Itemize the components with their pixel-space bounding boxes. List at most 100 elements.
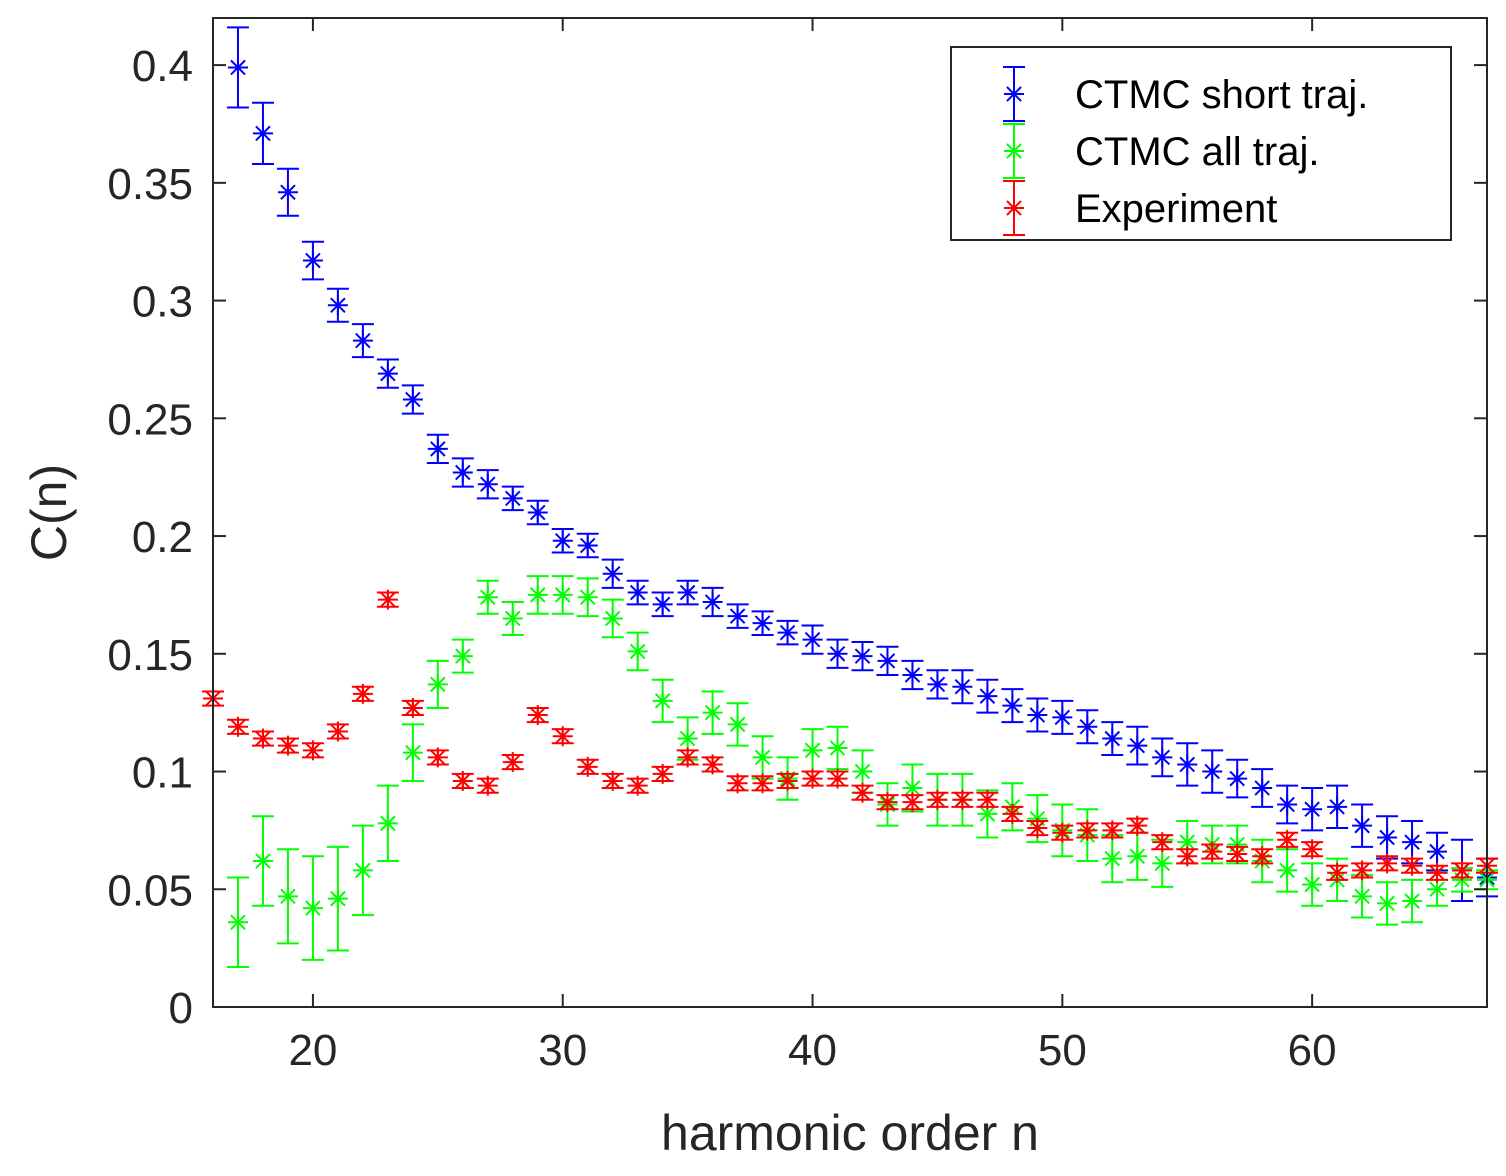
- data-point: [227, 912, 248, 933]
- data-point: [1452, 860, 1473, 881]
- data-point: [677, 728, 698, 749]
- data-point: [627, 641, 648, 662]
- data-point: [652, 594, 673, 615]
- data-point: [877, 792, 898, 813]
- data-point: [1302, 839, 1323, 860]
- data-point: [402, 742, 423, 763]
- y-axis-label: C(n): [21, 464, 77, 561]
- series-3: [202, 589, 1498, 883]
- data-point: [1152, 832, 1173, 853]
- data-point: [1252, 846, 1273, 867]
- data-point: [902, 792, 923, 813]
- data-point: [927, 789, 948, 810]
- y-tick-label: 0.2: [132, 513, 193, 562]
- data-point: [477, 474, 498, 495]
- data-point: [1177, 846, 1198, 867]
- data-point: [477, 587, 498, 608]
- data-point: [827, 643, 848, 664]
- data-point: [452, 646, 473, 667]
- data-point: [277, 182, 298, 203]
- data-point: [1002, 695, 1023, 716]
- legend-marker: [1004, 198, 1024, 218]
- x-tick-label: 20: [288, 1026, 337, 1075]
- data-point: [552, 530, 573, 551]
- data-point: [327, 721, 348, 742]
- x-tick-label: 60: [1288, 1026, 1337, 1075]
- data-point: [902, 664, 923, 685]
- data-point: [1352, 886, 1373, 907]
- legend-box: [950, 46, 1452, 241]
- data-point: [652, 763, 673, 784]
- data-point: [802, 629, 823, 650]
- data-point: [377, 589, 398, 610]
- x-tick-label: 30: [538, 1026, 587, 1075]
- data-point: [1002, 803, 1023, 824]
- data-point: [827, 737, 848, 758]
- data-point: [1277, 829, 1298, 850]
- data-point: [1427, 862, 1448, 883]
- data-point: [377, 363, 398, 384]
- data-point: [477, 775, 498, 796]
- data-point: [802, 740, 823, 761]
- data-point: [702, 702, 723, 723]
- data-point: [1077, 820, 1098, 841]
- y-tick-label: 0.1: [132, 749, 193, 798]
- data-point: [1352, 860, 1373, 881]
- data-point: [1177, 754, 1198, 775]
- data-point: [827, 768, 848, 789]
- data-point: [602, 608, 623, 629]
- data-point: [302, 898, 323, 919]
- data-point: [502, 488, 523, 509]
- data-point: [1202, 841, 1223, 862]
- legend-label: CTMC all traj.: [1075, 130, 1319, 174]
- x-axis-label: harmonic order n: [661, 1105, 1039, 1161]
- data-point: [427, 747, 448, 768]
- data-point: [402, 697, 423, 718]
- data-point: [227, 716, 248, 737]
- tick-layer: 20 30 40 50 60 0 0.05 0.1 0.15 0.2 0.25 0.3 0.35 0.4: [107, 18, 1487, 1075]
- data-point: [1077, 716, 1098, 737]
- data-point: [577, 535, 598, 556]
- data-point: [877, 650, 898, 671]
- data-point: [502, 608, 523, 629]
- data-point: [752, 773, 773, 794]
- data-point: [1127, 815, 1148, 836]
- data-point: [1152, 853, 1173, 874]
- data-point: [1027, 818, 1048, 839]
- data-point: [1127, 735, 1148, 756]
- data-point: [277, 886, 298, 907]
- y-tick-label: 0.3: [132, 278, 193, 327]
- legend-label: Experiment: [1075, 187, 1277, 231]
- data-point: [852, 646, 873, 667]
- data-point: [327, 888, 348, 909]
- series-layer: [202, 26, 1498, 968]
- legend-marker: [1004, 141, 1024, 161]
- data-point: [852, 761, 873, 782]
- data-point: [977, 686, 998, 707]
- data-point: [1427, 841, 1448, 862]
- series-1: [226, 26, 1498, 903]
- data-point: [527, 705, 548, 726]
- data-point: [1377, 893, 1398, 914]
- data-point: [1402, 832, 1423, 853]
- data-point: [577, 756, 598, 777]
- data-point: [427, 674, 448, 695]
- data-point: [677, 582, 698, 603]
- y-tick-label: 0.15: [107, 631, 193, 680]
- data-point: [1052, 822, 1073, 843]
- data-point: [1152, 747, 1173, 768]
- data-point: [1027, 705, 1048, 726]
- data-point: [452, 462, 473, 483]
- data-point: [852, 782, 873, 803]
- data-point: [1377, 853, 1398, 874]
- data-point: [252, 123, 273, 144]
- legend-marker: [1004, 84, 1024, 104]
- data-point: [327, 295, 348, 316]
- y-tick-label: 0.25: [107, 395, 193, 444]
- data-point: [602, 770, 623, 791]
- data-point: [252, 728, 273, 749]
- data-point: [227, 57, 248, 78]
- data-point: [952, 676, 973, 697]
- data-point: [552, 584, 573, 605]
- x-tick-label: 50: [1038, 1026, 1087, 1075]
